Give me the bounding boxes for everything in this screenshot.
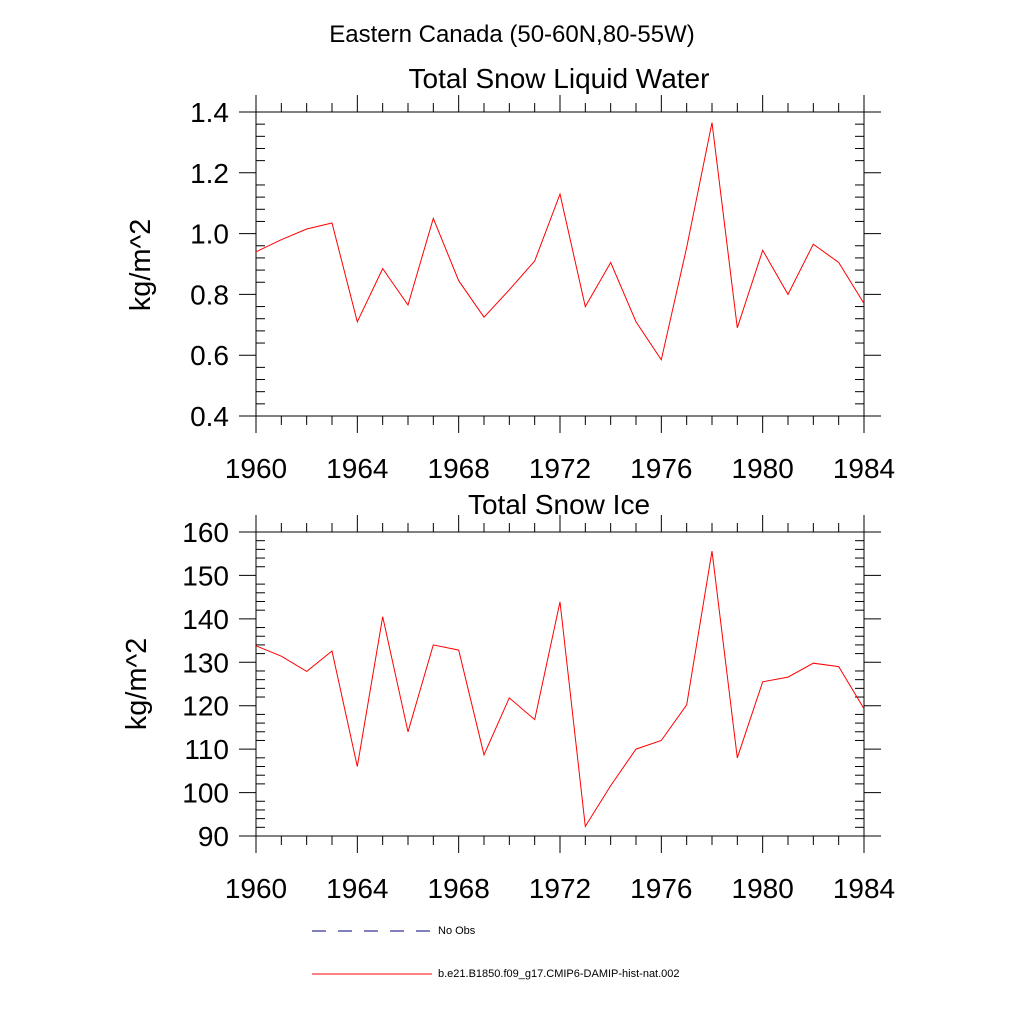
snow-ice-x-tick-label: 1968 xyxy=(428,873,490,904)
snow-ice-y-tick-label: 100 xyxy=(182,778,229,809)
snow-liquid-water-plot-frame xyxy=(255,111,865,417)
snow-ice-x-tick-label: 1972 xyxy=(529,873,591,904)
snow-liquid-water-y-tick-label: 0.6 xyxy=(190,340,229,371)
snow-ice-x-tick-label: 1964 xyxy=(326,873,388,904)
snow-liquid-water-y-tick-label: 1.2 xyxy=(190,158,229,189)
snow-liquid-water-y-tick-label: 1.4 xyxy=(190,97,229,128)
snow-liquid-water-title: Total Snow Liquid Water xyxy=(409,63,710,94)
snow-ice-x-tick-label: 1960 xyxy=(225,873,287,904)
legend: No Obs b.e21.B1850.f09_g17.CMIP6-DAMIP-h… xyxy=(312,925,680,980)
snow-ice-panel: Total Snow Ice kg/m^2 1960 1964 1968 1972 19… xyxy=(121,489,895,904)
snow-ice-y-tick-label: 120 xyxy=(182,691,229,722)
legend-label-no-obs: No Obs xyxy=(438,925,476,937)
snow-ice-ylabel: kg/m^2 xyxy=(121,638,153,731)
legend-label-hist-nat: b.e21.B1850.f09_g17.CMIP6-DAMIP-hist-nat… xyxy=(438,968,680,980)
snow-liquid-water-x-tick-label: 1980 xyxy=(732,453,794,484)
figure-title: Eastern Canada (50-60N,80-55W) xyxy=(329,21,695,48)
snow-ice-x-tick-label: 1980 xyxy=(732,873,794,904)
snow-liquid-water-ylabel: kg/m^2 xyxy=(125,219,157,312)
snow-liquid-water-y-tick-label: 0.8 xyxy=(190,279,229,310)
snow-ice-y-tick-label: 90 xyxy=(198,821,229,852)
snow-liquid-water-panel: Total Snow Liquid Water kg/m^2 1960 1964 1… xyxy=(125,63,895,484)
snow-ice-y-tick-label: 130 xyxy=(182,647,229,678)
snow-liquid-water-y-tick-label: 1.0 xyxy=(190,219,229,250)
snow-ice-y-tick-label: 110 xyxy=(184,734,229,765)
snow-liquid-water-y-tick-label: 0.4 xyxy=(190,401,229,432)
snow-liquid-water-x-tick-label: 1976 xyxy=(630,453,692,484)
snow-ice-x-tick-label: 1976 xyxy=(630,873,692,904)
snow-liquid-water-x-tick-label: 1972 xyxy=(529,453,591,484)
snow-liquid-water-x-tick-label: 1964 xyxy=(326,453,388,484)
snow-ice-y-tick-label: 150 xyxy=(182,560,229,591)
snow-ice-series-line xyxy=(255,551,865,828)
snow-liquid-water-x-tick-label: 1984 xyxy=(833,453,895,484)
snow-ice-y-tick-label: 140 xyxy=(182,604,229,635)
snow-liquid-water-series-line xyxy=(255,122,865,362)
snow-ice-y-tick-label: 160 xyxy=(182,517,229,548)
snow-liquid-water-x-tick-label: 1968 xyxy=(428,453,490,484)
snow-liquid-water-x-tick-label: 1960 xyxy=(225,453,287,484)
snow-ice-plot-frame xyxy=(255,531,865,837)
snow-ice-title: Total Snow Ice xyxy=(468,489,650,520)
snow-ice-x-tick-label: 1984 xyxy=(833,873,895,904)
